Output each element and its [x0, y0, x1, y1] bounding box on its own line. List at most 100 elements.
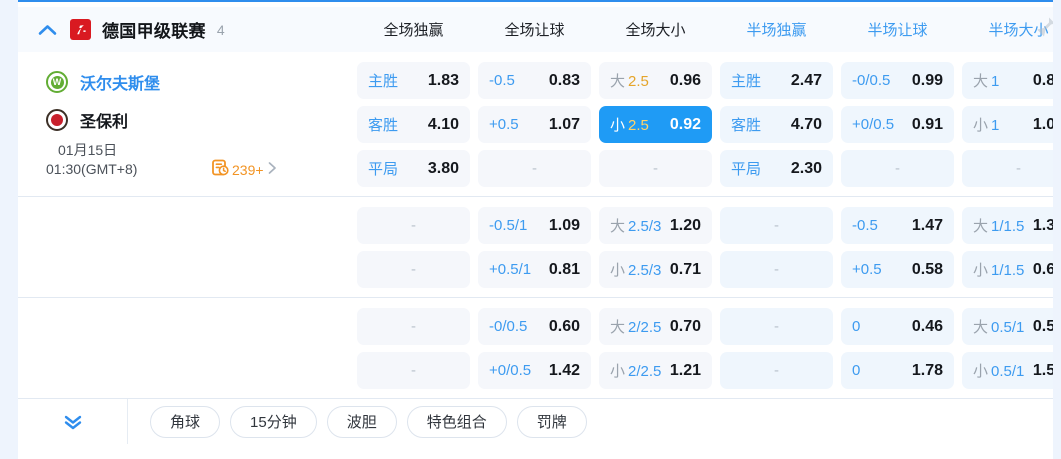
odds-value: 2.30 [790, 159, 822, 177]
overunder-word: 大 [610, 218, 626, 235]
odds-cell-empty: - [478, 150, 591, 187]
odds-value: 1.47 [911, 216, 943, 234]
match-datetime: 01月15日 01:30(GMT+8) [46, 141, 196, 179]
chip-special-combo[interactable]: 特色组合 [406, 405, 507, 438]
odds-cell-half-handicap-0[interactable]: -0/0.5 0.99 [841, 62, 954, 99]
odds-value: 0.46 [911, 317, 943, 335]
odds-cell-full-ou-alt2-0[interactable]: 大 2/2.5 0.70 [599, 308, 712, 345]
odds-cell-full-handicap-1[interactable]: +0.5 1.07 [478, 106, 591, 143]
overunder-word: 大 [610, 319, 626, 336]
odds-value: 1.42 [548, 361, 580, 379]
overunder-word: 小 [610, 117, 626, 134]
odds-cell-empty: - [720, 251, 833, 288]
odds-cell-full-ou-0[interactable]: 大 2.5 0.96 [599, 62, 712, 99]
odds-value: 2.47 [790, 71, 822, 89]
odds-cell-full-1x2-0[interactable]: 主胜 1.83 [357, 62, 470, 99]
odds-value: 4.70 [790, 115, 822, 133]
odds-cell-half-1x2-2[interactable]: 平局 2.30 [720, 150, 833, 187]
match-time: 01:30(GMT+8) [46, 161, 138, 177]
odds-label: 大 2/2.5 [610, 316, 661, 337]
bundesliga-logo-icon [70, 19, 91, 40]
odds-cell-half-handicap-alt1-0[interactable]: -0.5 1.47 [841, 207, 954, 244]
home-team[interactable]: W 沃尔夫斯堡 [18, 63, 353, 101]
odds-cell-full-handicap-alt1-0[interactable]: -0.5/1 1.09 [478, 207, 591, 244]
overunder-word: 小 [973, 363, 989, 380]
tab-half-handicap[interactable]: 半场让球 [867, 22, 928, 39]
overunder-word: 大 [973, 73, 989, 90]
market-column-half-1x2-alt1: -- [716, 207, 837, 288]
market-column-full-handicap-alt2: -0/0.5 0.60 +0/0.5 1.42 [474, 308, 595, 389]
overunder-line: 0.5/1 [991, 319, 1025, 336]
odds-cell-full-ou-1[interactable]: 小 2.5 0.92 [599, 106, 712, 143]
odds-cell-full-1x2-1[interactable]: 客胜 4.10 [357, 106, 470, 143]
match-row-alt1: - - -0.5/1 1.09 +0.5/1 0.81 大 2.5/3 1.20 小 2.5/3 0.… [18, 197, 1061, 297]
odds-cell-full-handicap-alt1-1[interactable]: +0.5/1 0.81 [478, 251, 591, 288]
odds-value: 1.20 [669, 216, 701, 234]
match-row-alt2: - - -0/0.5 0.60 +0/0.5 1.42 大 2/2.5 0.70 小 2/2.5 1.… [18, 298, 1061, 398]
chip-cards[interactable]: 罚牌 [516, 405, 587, 438]
odds-cell-empty: - [357, 308, 470, 345]
odds-cell-half-ou-alt1-0[interactable]: 大 1/1.5 1.35 [962, 207, 1061, 244]
odds-placeholder-dash: - [411, 318, 416, 335]
odds-label: +0.5/1 [489, 261, 532, 278]
away-team[interactable]: 圣保利 [18, 101, 353, 139]
match-stats-link[interactable]: 239+ [212, 159, 278, 181]
odds-value: 1.07 [548, 115, 580, 133]
market-column-half-ou-alt1: 大 1/1.5 1.35 小 1/1.5 0.62 [958, 207, 1061, 288]
odds-label: -0.5 [852, 217, 878, 234]
odds-cell-half-ou-0[interactable]: 大 1 0.86 [962, 62, 1061, 99]
odds-cell-half-handicap-1[interactable]: +0/0.5 0.91 [841, 106, 954, 143]
odds-placeholder-dash: - [411, 362, 416, 379]
odds-group-alt2: - - -0/0.5 0.60 +0/0.5 1.42 大 2/2.5 0.70 小 2/2.5 1.… [353, 299, 1061, 398]
odds-cell-half-1x2-0[interactable]: 主胜 2.47 [720, 62, 833, 99]
odds-cell-half-ou-alt1-1[interactable]: 小 1/1.5 0.62 [962, 251, 1061, 288]
odds-label: +0/0.5 [489, 362, 532, 379]
odds-label: 小 0.5/1 [973, 360, 1024, 381]
tab-full-handicap[interactable]: 全场让球 [504, 22, 565, 39]
odds-cell-half-handicap-alt1-1[interactable]: +0.5 0.58 [841, 251, 954, 288]
odds-label: 0 [852, 362, 861, 379]
odds-cell-half-ou-1[interactable]: 小 1 1.02 [962, 106, 1061, 143]
right-rail [1053, 0, 1061, 459]
odds-cell-half-handicap-alt2-0[interactable]: 0 0.46 [841, 308, 954, 345]
market-tabs: 全场独赢 全场让球 全场大小 半场独赢 半场让球 半场大小 [353, 7, 1061, 52]
odds-cell-full-1x2-2[interactable]: 平局 3.80 [357, 150, 470, 187]
tab-half-overunder[interactable]: 半场大小 [988, 22, 1049, 39]
league-match-count: 4 [216, 21, 225, 38]
tab-full-overunder[interactable]: 全场大小 [625, 22, 686, 39]
odds-cell-full-ou-alt2-1[interactable]: 小 2/2.5 1.21 [599, 352, 712, 389]
odds-label: 平局 [731, 161, 762, 178]
overunder-line: 0.5/1 [991, 363, 1025, 380]
chevron-up-icon[interactable] [32, 24, 62, 36]
chevrons-down-icon[interactable] [18, 399, 128, 444]
odds-cell-full-handicap-0[interactable]: -0.5 0.83 [478, 62, 591, 99]
home-team-name: 沃尔夫斯堡 [80, 76, 161, 93]
market-column-half-1x2: 主胜 2.47 客胜 4.70 平局 2.30 [716, 62, 837, 187]
overunder-word: 大 [973, 319, 989, 336]
odds-cell-half-ou-alt2-1[interactable]: 小 0.5/1 1.51 [962, 352, 1061, 389]
odds-label: -0/0.5 [852, 72, 891, 89]
odds-cell-full-handicap-alt2-0[interactable]: -0/0.5 0.60 [478, 308, 591, 345]
chip-correct-score[interactable]: 波胆 [326, 405, 397, 438]
odds-cell-half-1x2-1[interactable]: 客胜 4.70 [720, 106, 833, 143]
chip-15min[interactable]: 15分钟 [230, 405, 317, 438]
odds-cell-empty: - [357, 352, 470, 389]
odds-label: -0.5/1 [489, 217, 528, 234]
odds-cell-full-handicap-alt2-1[interactable]: +0/0.5 1.42 [478, 352, 591, 389]
chip-corners[interactable]: 角球 [150, 405, 221, 438]
row-divider [18, 196, 1061, 197]
odds-cell-half-ou-alt2-0[interactable]: 大 0.5/1 0.54 [962, 308, 1061, 345]
tab-half-1x2[interactable]: 半场独赢 [746, 22, 807, 39]
tab-full-1x2[interactable]: 全场独赢 [383, 22, 444, 39]
odds-cell-full-ou-alt1-0[interactable]: 大 2.5/3 1.20 [599, 207, 712, 244]
overunder-line: 2.5/3 [628, 262, 662, 279]
odds-cell-half-handicap-alt2-1[interactable]: 0 1.78 [841, 352, 954, 389]
chevron-right-icon [267, 161, 278, 180]
odds-cell-full-ou-alt1-1[interactable]: 小 2.5/3 0.71 [599, 251, 712, 288]
odds-placeholder-dash: - [774, 217, 779, 234]
odds-value: 1.09 [548, 216, 580, 234]
odds-label: +0.5 [852, 261, 882, 278]
pin-icon[interactable] [1033, 14, 1059, 45]
